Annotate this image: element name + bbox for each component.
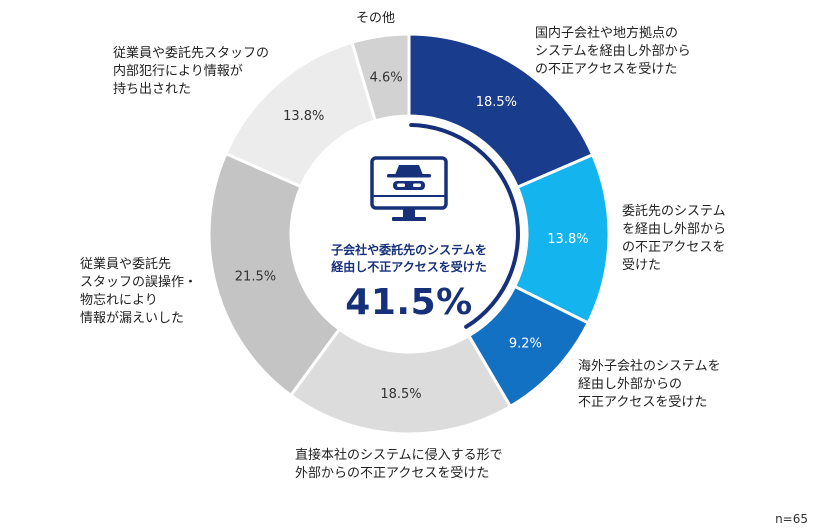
slice-value-label-0: 18.5%: [476, 95, 517, 110]
slice-label-direct-intrusion: 直接本社のシステムに侵入する形で 外部からの不正アクセスを受けた: [295, 448, 503, 481]
monitor-spy-icon: [370, 156, 448, 221]
sample-size-note: n=65: [775, 512, 808, 526]
slice-label-other: その他: [356, 11, 396, 26]
highlight-arc: [409, 123, 520, 329]
donut-slice-4: [207, 151, 342, 398]
slice-label-contractor-system: 委託先のシステム を経由し外部から の不正アクセスを 受けた: [622, 204, 727, 273]
slice-label-misoperation: 従業員や委託先 スタッフの誤操作・ 物忘れにより 情報が漏えいした: [80, 257, 198, 326]
slice-value-label-1: 13.8%: [547, 232, 588, 247]
slice-value-label-6: 4.6%: [370, 71, 403, 86]
donut-slice-6: [350, 32, 411, 123]
slice-label-domestic-subsidiary: 国内子会社や地方拠点の システムを経由し外部から の不正アクセスを受けた: [535, 26, 691, 77]
slice-value-label-2: 9.2%: [509, 336, 542, 351]
slice-value-labels: 18.5% 13.8% 9.2% 18.5% 21.5% 13.8% 4.6%: [235, 71, 589, 402]
center-title: 子会社や委託先のシステムを 経由し不正アクセスを受けた: [331, 243, 487, 274]
slice-label-overseas-subsidiary: 海外子会社のシステムを 経由し外部からの 不正アクセスを受けた: [578, 359, 721, 410]
slice-value-label-3: 18.5%: [380, 387, 421, 402]
center-value: 41.5%: [345, 282, 473, 323]
slice-value-label-4: 21.5%: [235, 269, 276, 284]
donut-slices: [207, 32, 611, 436]
slice-label-internal-fraud: 従業員や委託先スタッフの 内部犯行により情報が 持ち出された: [113, 46, 270, 97]
slice-value-label-5: 13.8%: [283, 109, 324, 124]
